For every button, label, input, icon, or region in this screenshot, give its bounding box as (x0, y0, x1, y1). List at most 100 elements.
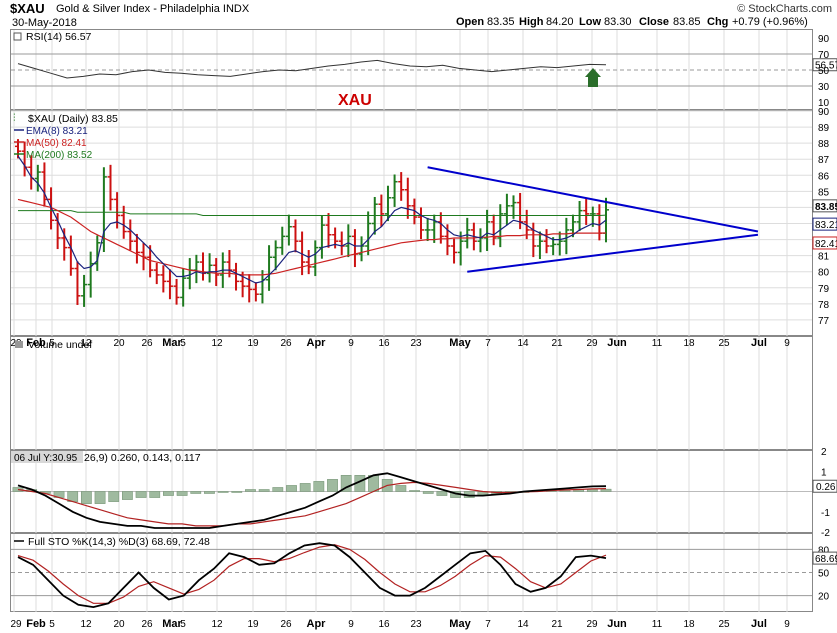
rsi-y-tick-0: 90 (818, 34, 830, 45)
chart-marks (12, 59, 759, 609)
x-tick-label-bottom-12: 9 (348, 619, 354, 630)
price-y-tick-5: 85 (818, 187, 830, 198)
chart-labels: 2929FebFeb55121220202626MarMar5512121919… (10, 34, 837, 630)
ma50-line (17, 198, 607, 276)
x-tick-label-top-4: 20 (113, 338, 125, 349)
macd-crosshair-label: 06 Jul Y:30.95 (14, 453, 78, 464)
x-tick-label-bottom-13: 16 (378, 619, 390, 630)
x-tick-label-top-10: 26 (280, 338, 292, 349)
rsi-y-tick-5: 10 (818, 98, 830, 109)
macd-y-tick-1: 1 (821, 467, 827, 478)
x-tick-label-top-11: Apr (307, 337, 327, 349)
sto-y-tick-0: 80 (818, 545, 830, 556)
macd-histogram-bar-0 (12, 487, 24, 492)
price-y-tick-0: 90 (818, 107, 830, 118)
x-tick-label-top-1: Feb (26, 337, 46, 349)
x-tick-label-bottom-1: Feb (26, 618, 46, 630)
volume-title: Volume undef (15, 339, 92, 351)
macd-histogram-bar-23 (327, 479, 338, 492)
high-value: 84.20 (546, 16, 574, 28)
macd-y-tick-4: -2 (821, 528, 830, 539)
x-tick-label-bottom-22: 18 (683, 619, 695, 630)
sto-panel (10, 533, 813, 612)
x-tick-label-top-12: 9 (348, 338, 354, 349)
open-label: Open (456, 16, 484, 28)
macd-histogram-bar-30 (422, 491, 434, 494)
macd-histogram-bar-21 (299, 483, 311, 492)
macd-title-text: 26,9) 0.260, 0.143, 0.117 (84, 452, 201, 464)
macd-histogram-bar-31 (436, 491, 448, 496)
x-tick-label-top-9: 19 (247, 338, 259, 349)
rsi-line (17, 59, 607, 79)
x-tick-label-top-25: 9 (784, 338, 790, 349)
sto-y-tick-2: 50 (818, 569, 830, 580)
price-title-text: $XAU (Daily) 83.85 (28, 113, 118, 125)
grid (11, 30, 812, 612)
macd-histogram-bar-16 (231, 491, 243, 493)
ma200-legend-text: MA(200) 83.52 (26, 150, 93, 161)
x-tick-label-bottom-15: May (449, 618, 471, 630)
date-label: 30-May-2018 (12, 17, 77, 29)
macd-histogram-bar-5 (80, 491, 92, 504)
x-tick-label-bottom-25: 9 (784, 619, 790, 630)
macd-histogram-bar-11 (163, 491, 174, 496)
up-arrow-icon (585, 68, 601, 87)
price-y-tick-11: 79 (818, 284, 830, 295)
x-tick-label-top-5: 26 (141, 338, 153, 349)
macd-histogram-bar-43 (600, 488, 612, 492)
x-tick-label-top-18: 21 (551, 338, 563, 349)
x-tick-label-bottom-6: Mar (162, 618, 182, 630)
ohlc-readout: Open 83.35 High 84.20 Low 83.30 Close 83… (456, 16, 808, 28)
x-tick-label-top-14: 23 (410, 338, 422, 349)
up-arrow-head (585, 68, 601, 77)
macd-histogram-bar-12 (176, 491, 188, 496)
macd-histogram-bar-15 (217, 491, 229, 493)
price-last-value-1: 83.21 (815, 220, 837, 231)
rsi-title: RSI(14) 56.57 (13, 31, 92, 43)
chg-value: +0.79 (+0.96%) (732, 16, 808, 28)
macd-histogram-bar-19 (272, 487, 284, 492)
macd-histogram-bar-10 (149, 491, 161, 498)
macd-histogram-bar-6 (94, 491, 106, 504)
x-tick-label-top-15: May (449, 337, 471, 349)
x-tick-label-bottom-24: Jul (751, 618, 767, 630)
macd-line (17, 472, 607, 529)
rsi-last-value-box (812, 58, 837, 72)
x-tick-label-top-8: 12 (211, 338, 223, 349)
price-y-tick-2: 88 (818, 139, 830, 150)
sto-y-tick-3: 20 (818, 592, 830, 603)
x-tick-label-top-24: Jul (751, 337, 767, 349)
chg-label: Chg (707, 16, 728, 28)
rsi-y-tick-3: 50 (818, 66, 830, 77)
low-value: 83.30 (604, 16, 632, 28)
ema8-line (17, 155, 607, 284)
x-tick-label-bottom-17: 14 (517, 619, 529, 630)
price-last-value-box-1 (812, 217, 837, 231)
rsi-y-tick-4: 30 (818, 82, 830, 93)
volume-title-text: Volume undef (28, 339, 92, 351)
x-tick-label-bottom-5: 26 (141, 619, 153, 630)
price-y-tick-13: 77 (818, 316, 830, 327)
triangle-lower-line (467, 233, 759, 273)
price-last-value-box-0 (812, 199, 837, 213)
x-tick-label-bottom-9: 19 (247, 619, 259, 630)
x-tick-label-top-2: 5 (49, 338, 55, 349)
sto-d-line (17, 544, 607, 604)
low-label: Low (579, 16, 601, 28)
macd-histogram-bar-24 (340, 475, 352, 492)
price-y-tick-10: 80 (818, 268, 830, 279)
sto-k-line (17, 542, 607, 609)
macd-histogram-bar-22 (313, 481, 325, 492)
price-swatch-icon: ⫶ (13, 113, 16, 124)
x-tick-label-top-16: 7 (485, 338, 491, 349)
price-y-tick-12: 78 (818, 300, 830, 311)
x-tick-label-bottom-3: 12 (80, 619, 92, 630)
price-y-tick-9: 81 (818, 252, 830, 263)
sto-title-text: Full STO %K(14,3) %D(3) 68.69, 72.48 (28, 536, 210, 548)
rsi-swatch (13, 32, 22, 41)
ema8-legend-text: EMA(8) 83.21 (26, 126, 88, 137)
macd-title-box (11, 451, 83, 463)
macd-signal-line (17, 481, 607, 527)
macd-histogram-bar-29 (409, 490, 420, 492)
x-tick-label-bottom-8: 12 (211, 619, 223, 630)
